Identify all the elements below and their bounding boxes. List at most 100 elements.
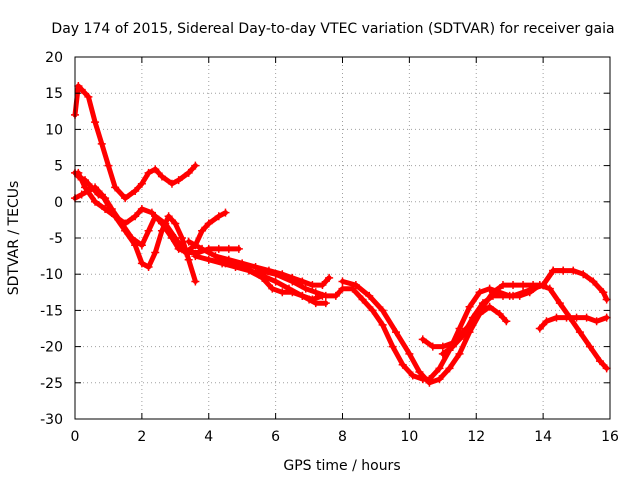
data-point-marker [144, 262, 153, 271]
data-point-marker [144, 168, 153, 177]
data-point-marker [438, 349, 447, 358]
data-point-marker [178, 234, 186, 242]
data-point-marker [221, 259, 230, 268]
data-point-marker [121, 194, 130, 203]
x-tick-label: 0 [71, 429, 80, 445]
data-point-marker [368, 306, 377, 315]
data-point-marker [378, 320, 387, 329]
data-point-marker [585, 342, 594, 351]
series-trace-7 [204, 255, 327, 304]
x-tick-label: 16 [601, 429, 619, 445]
data-point-marker [91, 197, 100, 206]
data-point-marker [485, 302, 494, 311]
data-point-marker [164, 212, 173, 221]
data-point-marker [602, 364, 611, 373]
data-point-marker [378, 306, 387, 315]
data-point-marker [535, 324, 544, 333]
data-point-marker [308, 281, 317, 290]
data-point-marker [589, 277, 598, 286]
data-point-marker [338, 284, 347, 293]
y-axis-label: SDTVAR / TECUs [6, 181, 22, 296]
data-point-marker [204, 219, 213, 228]
x-tick-label: 6 [271, 429, 280, 445]
data-point-marker [111, 183, 120, 192]
data-point-marker [238, 262, 247, 271]
data-point-marker [167, 179, 176, 188]
data-point-marker [278, 288, 287, 297]
series-line [340, 278, 509, 386]
data-point-marker [602, 295, 611, 304]
y-tick-label: 15 [45, 86, 63, 102]
data-point-marker [191, 161, 200, 170]
data-point-marker [478, 299, 487, 308]
data-point-marker [174, 244, 183, 253]
data-point-marker [121, 226, 130, 235]
data-point-marker [579, 270, 588, 279]
data-point-marker [157, 172, 166, 181]
data-point-marker [392, 328, 400, 337]
data-point-marker [97, 139, 106, 148]
data-point-marker [562, 313, 571, 322]
y-tick-label: 0 [54, 195, 63, 211]
data-point-marker [147, 208, 156, 217]
data-point-marker [502, 317, 511, 326]
data-point-marker [121, 219, 130, 228]
data-point-marker [101, 205, 110, 214]
data-point-marker [529, 284, 538, 293]
data-point-marker [519, 281, 528, 290]
y-tick-label: 10 [45, 122, 63, 138]
data-point-marker [539, 281, 548, 290]
data-series [71, 81, 611, 387]
data-point-marker [111, 212, 120, 221]
data-point-marker [445, 364, 454, 373]
data-point-marker [198, 226, 207, 235]
data-point-marker [545, 284, 554, 293]
data-point-marker [137, 179, 146, 188]
data-point-marker [468, 313, 477, 322]
data-point-marker [97, 190, 106, 199]
data-point-marker [254, 266, 263, 275]
y-tick-label: -15 [40, 303, 63, 319]
data-point-marker [602, 313, 611, 322]
data-point-marker [388, 342, 397, 351]
series-trace-9 [338, 277, 511, 387]
data-point-marker [131, 212, 140, 221]
data-point-marker [408, 371, 417, 380]
data-point-marker [488, 291, 497, 300]
y-tick-label: 5 [54, 159, 63, 175]
data-point-marker [157, 219, 166, 228]
data-point-marker [435, 364, 444, 373]
data-point-marker [137, 205, 146, 214]
data-point-marker [137, 241, 146, 250]
data-point-marker [542, 317, 551, 326]
data-point-marker [499, 291, 507, 300]
data-point-marker [325, 273, 334, 282]
data-point-marker [214, 244, 223, 253]
data-point-marker [151, 165, 160, 174]
y-tick-label: -30 [40, 412, 63, 428]
data-point-marker [84, 92, 93, 101]
chart-title: Day 174 of 2015, Sidereal Day-to-day VTE… [51, 21, 614, 37]
data-point-marker [458, 331, 467, 340]
x-tick-label: 4 [204, 429, 213, 445]
data-point-marker [455, 349, 464, 358]
y-tick-label: -5 [49, 231, 63, 247]
data-point-marker [151, 248, 160, 257]
data-point-marker [559, 266, 568, 275]
data-point-marker [167, 234, 176, 242]
data-point-marker [184, 248, 193, 257]
series-trace-11 [438, 266, 568, 358]
data-point-marker [131, 186, 140, 195]
y-tick-label: -10 [40, 267, 63, 283]
data-point-marker [435, 375, 444, 384]
data-point-marker [338, 277, 347, 286]
series-trace-5 [184, 237, 334, 290]
data-point-marker [358, 295, 367, 304]
data-point-marker [321, 299, 330, 308]
data-point-marker [288, 277, 297, 286]
data-point-marker [398, 360, 407, 369]
series-line [72, 83, 198, 201]
data-point-marker [81, 183, 90, 192]
data-point-marker [555, 299, 564, 308]
